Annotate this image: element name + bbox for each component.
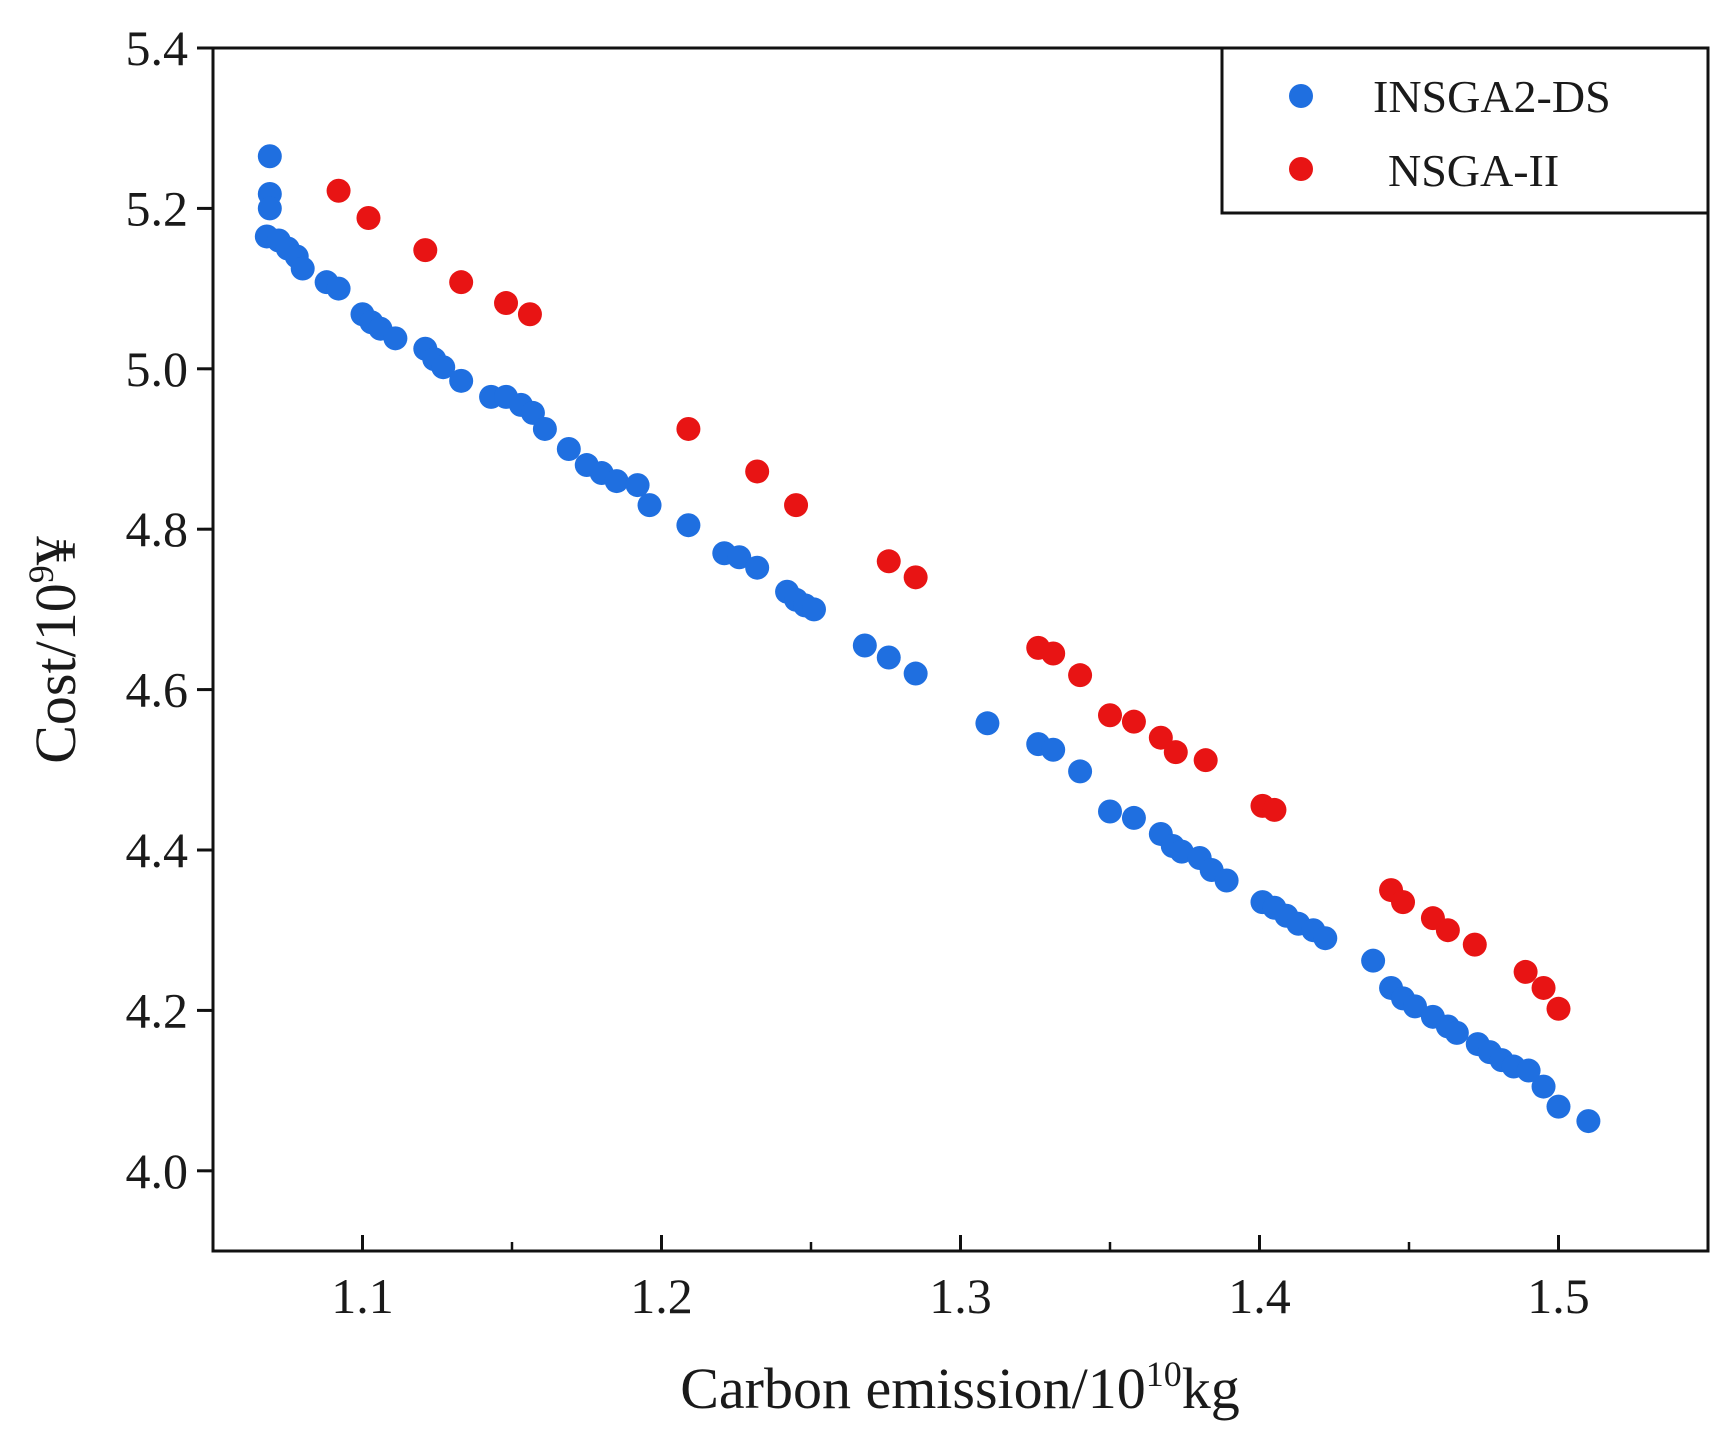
data-point — [1214, 868, 1239, 893]
point-layer — [254, 144, 1601, 1134]
data-point — [745, 555, 770, 580]
data-point — [257, 196, 282, 221]
data-point — [1435, 918, 1460, 943]
plot-frame — [211, 46, 1710, 1253]
data-point — [1402, 994, 1427, 1019]
data-point — [1546, 1094, 1571, 1119]
data-point — [356, 206, 381, 231]
legend-marker-nsga-ii — [1289, 157, 1313, 181]
x-tick-label: 1.3 — [929, 1268, 992, 1324]
data-point — [326, 276, 351, 301]
x-tick-label: 1.2 — [630, 1268, 693, 1324]
y-tick-label: 4.4 — [126, 822, 189, 878]
data-point — [1361, 948, 1386, 973]
data-point — [876, 645, 901, 670]
data-point — [1444, 1020, 1469, 1045]
data-point — [449, 270, 474, 295]
y-tick-label: 4.6 — [126, 662, 189, 718]
data-point — [1313, 926, 1338, 951]
data-point — [556, 437, 581, 461]
data-point — [1148, 725, 1173, 750]
legend-marker-insga2-ds — [1289, 84, 1313, 108]
data-point — [637, 493, 662, 518]
data-point — [745, 459, 770, 484]
data-point — [517, 302, 542, 327]
data-point — [784, 493, 809, 518]
data-point — [1098, 799, 1122, 824]
data-point — [1531, 1074, 1556, 1099]
data-point — [903, 565, 928, 590]
data-point — [1531, 975, 1556, 1000]
data-point — [727, 545, 752, 570]
data-point — [625, 473, 650, 498]
x-axis-title: Carbon emission/1010kg — [680, 1354, 1240, 1421]
data-point — [975, 711, 1000, 736]
y-tick-label: 5.4 — [126, 20, 189, 76]
y-tick-label: 5.2 — [126, 180, 189, 236]
data-point — [1041, 641, 1066, 666]
data-point — [1068, 759, 1093, 784]
data-point — [290, 256, 315, 281]
data-point — [1068, 663, 1093, 688]
data-point — [1513, 959, 1538, 984]
data-point — [604, 469, 629, 494]
data-point — [1121, 805, 1146, 830]
y-tick-label: 4.0 — [126, 1143, 189, 1199]
legend-label-nsga-ii: NSGA-II — [1388, 145, 1559, 196]
x-tick-label: 1.1 — [331, 1268, 394, 1324]
y-axis-title: Cost/109¥ — [21, 536, 88, 764]
data-point — [1546, 996, 1571, 1021]
legend: INSGA2-DS NSGA-II — [1220, 46, 1710, 215]
data-point — [326, 178, 351, 203]
data-point — [257, 144, 282, 169]
data-point — [431, 355, 456, 380]
tick-layer: 1.1 1.2 1.3 1.4 1.5 4.0 4.2 4.4 4.6 4.8 5.0 5.2 5.4 — [126, 20, 1710, 1324]
x-tick-label: 1.5 — [1527, 1268, 1590, 1324]
y-tick-label: 5.0 — [126, 341, 189, 397]
data-point — [876, 549, 901, 574]
data-point — [1262, 797, 1287, 822]
data-point — [413, 238, 438, 263]
data-point — [1163, 740, 1188, 765]
data-point — [1516, 1058, 1541, 1083]
series-nsga-ii — [326, 178, 1571, 1021]
series-insga2-ds — [254, 144, 1601, 1134]
data-point — [676, 513, 701, 538]
data-point — [801, 597, 826, 622]
data-point — [1576, 1109, 1601, 1134]
y-tick-label: 4.8 — [126, 501, 189, 557]
data-point — [449, 368, 474, 393]
data-point — [532, 416, 557, 441]
data-point — [1041, 737, 1066, 762]
data-point — [852, 633, 877, 658]
data-point — [1121, 709, 1146, 734]
data-point — [1462, 932, 1487, 957]
data-point — [1193, 748, 1218, 773]
y-tick-label: 4.2 — [126, 982, 189, 1038]
legend-box — [1220, 46, 1710, 215]
x-tick-label: 1.4 — [1228, 1268, 1291, 1324]
data-point — [383, 326, 408, 351]
data-point — [1098, 703, 1122, 728]
data-point — [494, 291, 519, 316]
data-point — [1391, 890, 1416, 915]
legend-label-insga2-ds: INSGA2-DS — [1373, 71, 1611, 122]
data-point — [676, 416, 701, 441]
data-point — [903, 661, 928, 686]
